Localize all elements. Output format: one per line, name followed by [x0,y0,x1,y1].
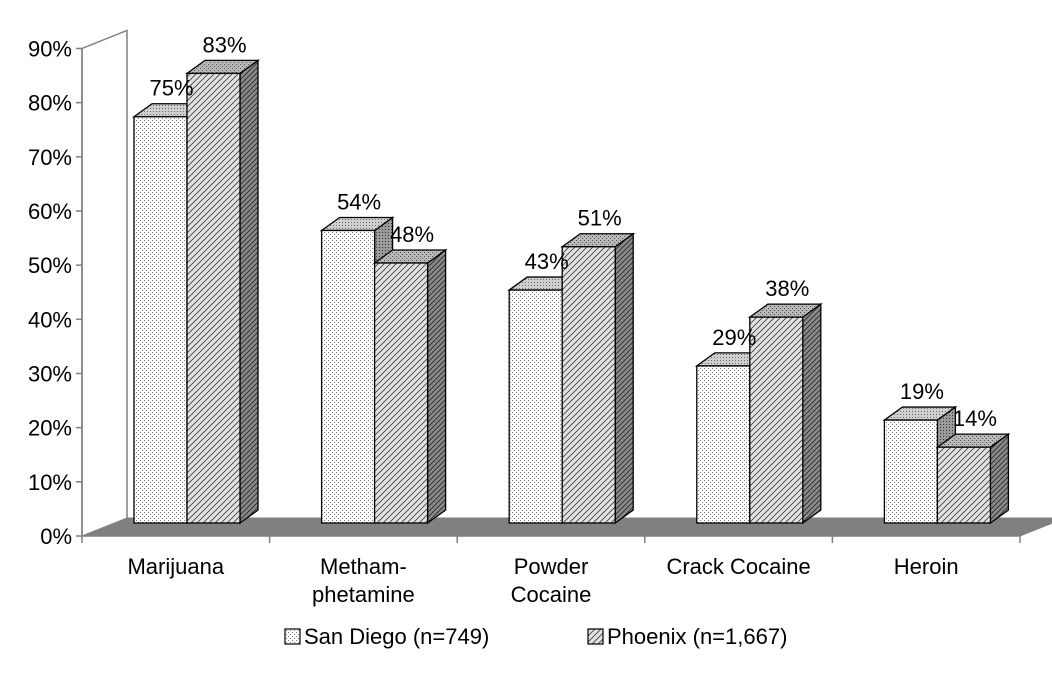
data-label: 43% [525,249,569,274]
bar-front [186,72,241,524]
side-wall [81,29,128,536]
legend: San Diego (n=749) Phoenix (n=1,667) [284,624,787,649]
bar-front [508,289,563,524]
x-category-label: Crack Cocaine [666,554,810,579]
bar-front [749,316,804,524]
legend-label: Phoenix (n=1,667) [607,624,787,649]
y-tick-label: 30% [28,361,72,386]
bar-phoenix [372,248,448,525]
bar-front [561,246,616,524]
bar-front [936,446,992,524]
y-tick-label: 70% [28,145,72,170]
bar-side [989,432,1010,525]
bar-front [696,365,751,524]
data-label: 54% [337,189,381,214]
bar-front [133,116,188,524]
data-label: 75% [149,76,193,101]
bars [131,59,1011,525]
bar-phoenix [935,432,1011,525]
legend-item: San Diego (n=749) [284,624,489,649]
x-category-label: Marijuana [127,554,224,579]
bar-side [802,302,822,525]
data-label: 48% [390,222,434,247]
y-tick-label: 40% [28,307,72,332]
bar-side [426,248,447,525]
data-labels: 75% 83% 54% 48% 43% 51% 29% 38% 19% 14% [149,32,996,431]
y-tick-label: 20% [28,416,72,441]
bar-side [614,232,634,525]
x-category-label: Powder Cocaine [511,554,592,607]
x-category-label: Metham-phetamine [312,554,415,607]
data-label: 14% [953,406,997,431]
bar-front [320,229,376,524]
legend-label: San Diego (n=749) [304,624,489,649]
legend-swatch [587,628,604,645]
bar-side [239,59,259,525]
y-tick-label: 80% [28,91,72,116]
data-label: 38% [765,276,809,301]
y-axis: 0% 10% 20% 30% 40% 50% 60% 70% 80% 90% [28,36,83,549]
bar-front [373,262,429,524]
y-tick-label: 50% [28,253,72,278]
y-tick-label: 90% [28,36,72,61]
data-label: 29% [712,325,756,350]
y-tick-label: 0% [40,524,72,549]
data-label: 83% [202,32,246,57]
y-tick-label: 60% [28,199,72,224]
legend-swatch [284,628,301,645]
x-axis: Marijuana Metham-phetamine Powder Cocaine Cr… [81,535,1021,607]
bar-phoenix [747,302,823,525]
data-label: 19% [900,379,944,404]
x-category-label: Heroin [894,554,959,579]
legend-item: Phoenix (n=1,667) [587,624,787,649]
data-label: 51% [578,206,622,231]
bar-phoenix [560,232,636,525]
bar-phoenix [184,59,261,525]
y-tick-label: 10% [28,470,72,495]
bar-front [883,419,939,524]
